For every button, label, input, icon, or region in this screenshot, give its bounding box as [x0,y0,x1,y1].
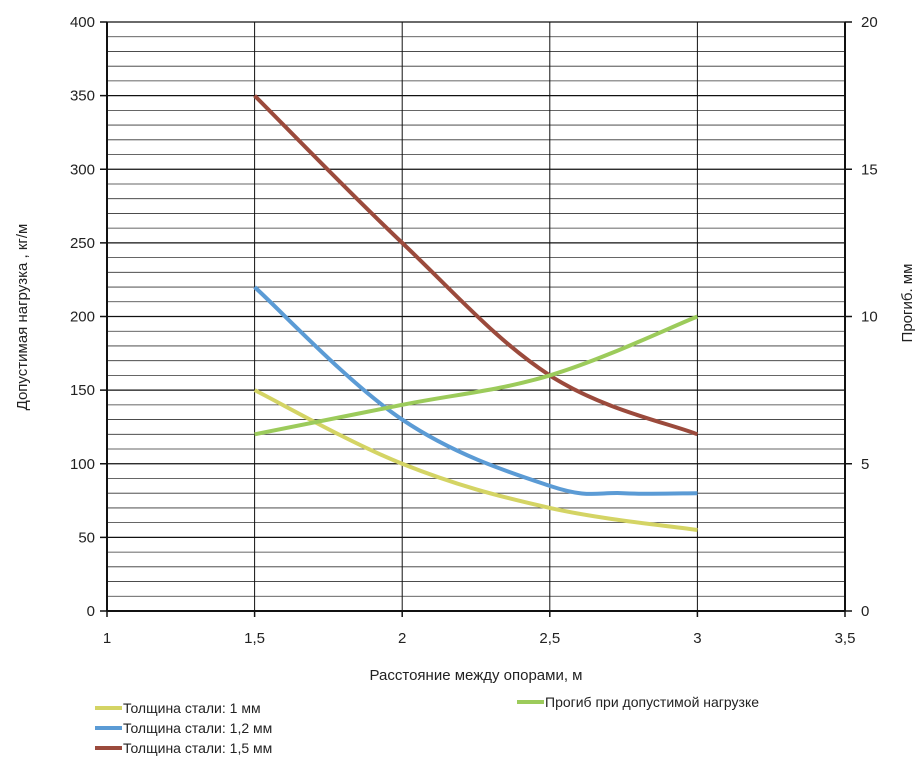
y-tick-label: 50 [78,529,95,546]
legend-label: Прогиб при допустимой нагрузке [545,694,759,710]
y2-axis-title: Прогиб. мм [899,264,915,343]
legend-item-2: Толщина стали: 1,2 мм [95,720,272,736]
legend-label: Толщина стали: 1,2 мм [123,720,272,736]
y-tick-label: 300 [70,161,95,178]
y-axis-title: Допустимая нагрузка , кг/м [14,224,31,411]
series-line-2 [253,285,698,496]
axes: 0 50 100 150 200 250 300 350 400 0 5 10 15 20 1 1,5 2 2,5… [70,14,878,647]
y2-tick-label: 20 [861,14,878,31]
series-lines [253,94,699,532]
y-tick-label: 250 [70,235,95,252]
y-tick-label: 100 [70,456,95,473]
x-tick-label: 1,5 [244,630,265,647]
legend-item-1: Толщина стали: 1 мм [95,700,261,716]
legend-item-3: Толщина стали: 1,5 мм [95,740,272,756]
x-tick-label: 2 [398,630,406,647]
series-line-3 [253,94,699,437]
series-line-1 [253,388,698,532]
legend: Толщина стали: 1 мм Толщина стали: 1,2 мм… [95,694,759,756]
y2-tick-label: 5 [861,456,869,473]
y2-tick-label: 15 [861,161,878,178]
y-tick-label: 350 [70,88,95,105]
grid [107,21,845,612]
legend-label: Толщина стали: 1,5 мм [123,740,272,756]
y2-tick-label: 0 [861,603,869,620]
y-tick-label: 200 [70,309,95,326]
x-tick-label: 2,5 [539,630,560,647]
y-tick-label: 400 [70,14,95,31]
legend-label: Толщина стали: 1 мм [123,700,261,716]
x-tick-label: 3 [693,630,701,647]
y2-tick-label: 10 [861,309,878,326]
legend-item-4: Прогиб при допустимой нагрузке [517,694,759,710]
x-tick-label: 1 [103,630,111,647]
y-tick-label: 150 [70,382,95,399]
x-tick-label: 3,5 [835,630,856,647]
x-axis-title: Расстояние между опорами, м [370,667,583,684]
series-line-4 [254,314,699,437]
y-tick-label: 0 [87,603,95,620]
